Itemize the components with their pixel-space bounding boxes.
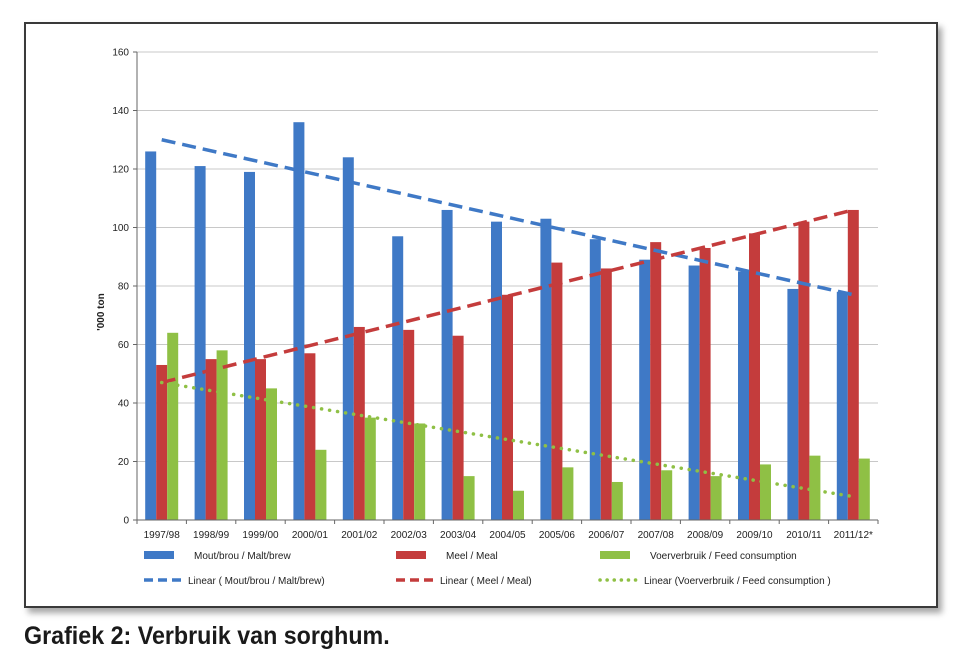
legend-label-trendline-1: Linear ( Mout/brou / Malt/brew) xyxy=(188,576,325,587)
y-tick-label: 80 xyxy=(118,282,130,293)
bar-series-3 xyxy=(858,458,870,520)
legend-swatch-series-3 xyxy=(600,551,630,559)
bars xyxy=(145,122,870,521)
bar-series-3 xyxy=(266,388,277,520)
x-tick-label: 2007/08 xyxy=(638,530,675,541)
bar-series-1 xyxy=(688,265,700,520)
bar-series-1 xyxy=(441,209,453,520)
bar-series-3 xyxy=(463,476,475,520)
axes: 0 20 40 60 80 100 120 140 160 1997/98 1998/99 1999/… xyxy=(112,48,879,541)
y-tick-label: 40 xyxy=(118,399,130,410)
chart-frame: 0 20 40 60 80 100 120 140 160 1997/98 1998/99 1999/… xyxy=(24,22,938,608)
legend-swatch-series-1 xyxy=(144,551,174,559)
bar-series-3 xyxy=(513,490,524,520)
bar-series-1 xyxy=(639,259,651,520)
bar-series-1 xyxy=(342,157,354,521)
bar-series-1 xyxy=(589,239,601,520)
bar-series-1 xyxy=(145,151,157,520)
bar-series-3 xyxy=(611,481,623,520)
x-tick-label: 1998/99 xyxy=(193,530,230,541)
y-tick-label: 160 xyxy=(112,48,129,59)
sorghum-chart: 0 20 40 60 80 100 120 140 160 1997/98 1998/99 1999/… xyxy=(96,48,879,587)
bar-series-3 xyxy=(710,476,722,520)
legend-label-series-1: Mout/brou / Malt/brew xyxy=(194,551,291,562)
y-tick-label: 140 xyxy=(112,106,129,117)
x-tick-label: 2004/05 xyxy=(489,530,526,541)
legend-label-trendline-3: Linear (Voerverbruik / Feed consumption … xyxy=(644,576,831,587)
bar-series-3 xyxy=(414,423,426,520)
x-tick-label: 2002/03 xyxy=(391,530,428,541)
x-tick-label: 1997/98 xyxy=(144,530,181,541)
bar-series-1 xyxy=(787,288,799,520)
bar-series-2 xyxy=(650,242,662,520)
bar-series-2 xyxy=(205,359,217,520)
bar-series-1 xyxy=(738,271,749,520)
bar-series-3 xyxy=(315,449,327,520)
x-tick-label: 2011/12* xyxy=(834,530,873,541)
bar-series-1 xyxy=(194,166,206,520)
legend: Mout/brou / Malt/brew Meel / Meal Voerverb… xyxy=(144,551,831,587)
legend-label-trendline-2: Linear ( Meel / Meal) xyxy=(440,576,532,587)
x-tick-label: 2001/02 xyxy=(341,530,378,541)
bar-series-1 xyxy=(293,122,305,520)
x-tick-label: 2006/07 xyxy=(588,530,625,541)
bar-series-2 xyxy=(699,247,711,520)
trendline-2 xyxy=(161,208,854,385)
bar-series-3 xyxy=(562,467,574,520)
legend-swatch-series-2 xyxy=(396,551,426,559)
bar-series-2 xyxy=(156,364,168,520)
bar-series-3 xyxy=(760,464,771,520)
y-tick-label: 60 xyxy=(118,340,130,351)
bar-series-3 xyxy=(167,332,179,520)
bar-series-2 xyxy=(847,209,859,520)
y-tick-label: 120 xyxy=(112,165,129,176)
bar-series-1 xyxy=(491,221,502,520)
bar-series-2 xyxy=(502,294,513,520)
trendline-1 xyxy=(161,138,854,297)
x-tick-label: 2000/01 xyxy=(292,530,329,541)
bar-series-2 xyxy=(452,335,464,520)
bar-series-2 xyxy=(749,233,760,520)
legend-label-series-2: Meel / Meal xyxy=(446,551,498,562)
x-tick-label: 2005/06 xyxy=(539,530,576,541)
bar-series-2 xyxy=(255,359,266,520)
bar-series-1 xyxy=(540,218,552,520)
bar-series-3 xyxy=(809,455,821,520)
bar-series-2 xyxy=(551,262,563,520)
legend-label-series-3: Voerverbruik / Feed consumption xyxy=(650,551,797,562)
trendlines xyxy=(159,138,856,499)
x-tick-label: 2009/10 xyxy=(736,530,773,541)
bar-series-3 xyxy=(364,417,376,520)
bar-series-1 xyxy=(836,291,848,520)
y-axis-title: '000 ton xyxy=(96,293,107,330)
bar-series-2 xyxy=(600,268,612,520)
bar-series-2 xyxy=(353,326,365,520)
bar-series-2 xyxy=(798,221,810,520)
x-tick-label: 2008/09 xyxy=(687,530,724,541)
trendline-3 xyxy=(159,380,856,499)
figure-caption: Grafiek 2: Verbruik van sorghum. xyxy=(24,622,390,650)
y-tick-label: 0 xyxy=(123,516,129,527)
bar-series-1 xyxy=(392,236,404,520)
x-tick-label: 2003/04 xyxy=(440,530,477,541)
bar-series-2 xyxy=(304,353,316,520)
y-tick-label: 100 xyxy=(112,223,129,234)
y-tick-label: 20 xyxy=(118,457,130,468)
x-tick-label: 2010/11 xyxy=(786,530,822,541)
bar-series-3 xyxy=(216,350,228,520)
bar-series-1 xyxy=(244,171,255,521)
bar-series-3 xyxy=(661,470,673,520)
x-tick-label: 1999/00 xyxy=(242,530,279,541)
